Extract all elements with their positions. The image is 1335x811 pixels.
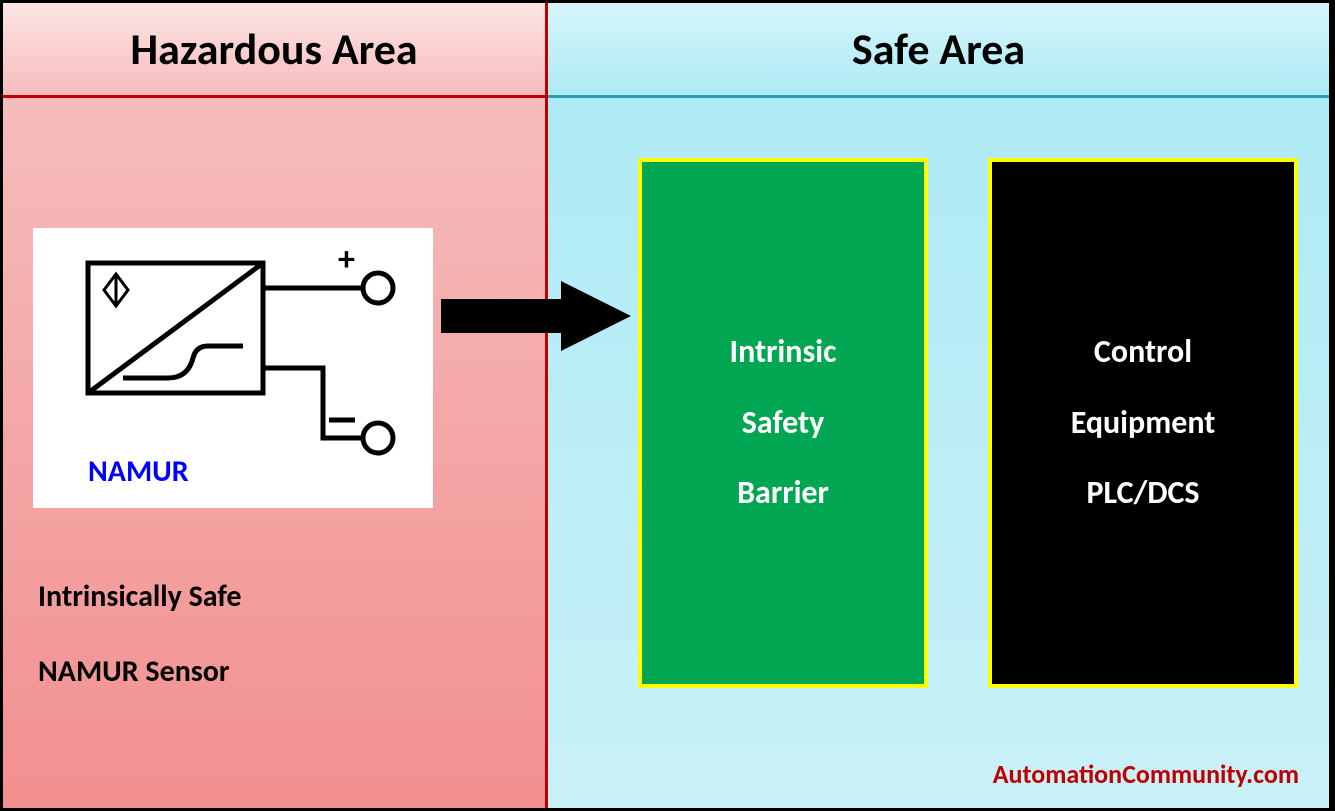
diagram-container: Hazardous Area (0, 0, 1335, 811)
control-line3: PLC/DCS (1086, 458, 1199, 528)
hazardous-area-panel: Hazardous Area (3, 3, 548, 808)
hazardous-area-body: + NAMUR Intrinsically Safe NAMUR Sensor (3, 98, 545, 808)
safe-area-body: Intrinsic Safety Barrier Control Equipme… (548, 98, 1329, 808)
flow-arrow-icon (441, 281, 631, 351)
namur-sensor-symbol: + NAMUR (33, 228, 433, 508)
svg-text:+: + (338, 239, 355, 280)
intrinsic-safety-barrier-box: Intrinsic Safety Barrier (638, 158, 928, 688)
control-line2: Equipment (1071, 388, 1216, 458)
attribution-text: AutomationCommunity.com (993, 758, 1299, 790)
barrier-line3: Barrier (737, 458, 829, 528)
barrier-line1: Intrinsic (730, 317, 837, 387)
sensor-desc-line1: Intrinsically Safe (38, 578, 242, 615)
safe-area-title: Safe Area (548, 3, 1329, 98)
control-equipment-box: Control Equipment PLC/DCS (988, 158, 1298, 688)
hazardous-area-title: Hazardous Area (3, 3, 545, 98)
control-line1: Control (1094, 317, 1192, 387)
namur-label: NAMUR (88, 453, 189, 490)
sensor-desc-line2: NAMUR Sensor (38, 653, 230, 690)
barrier-line2: Safety (742, 388, 824, 458)
safe-area-panel: Safe Area Intrinsic Safety Barrier Contr… (548, 3, 1332, 808)
